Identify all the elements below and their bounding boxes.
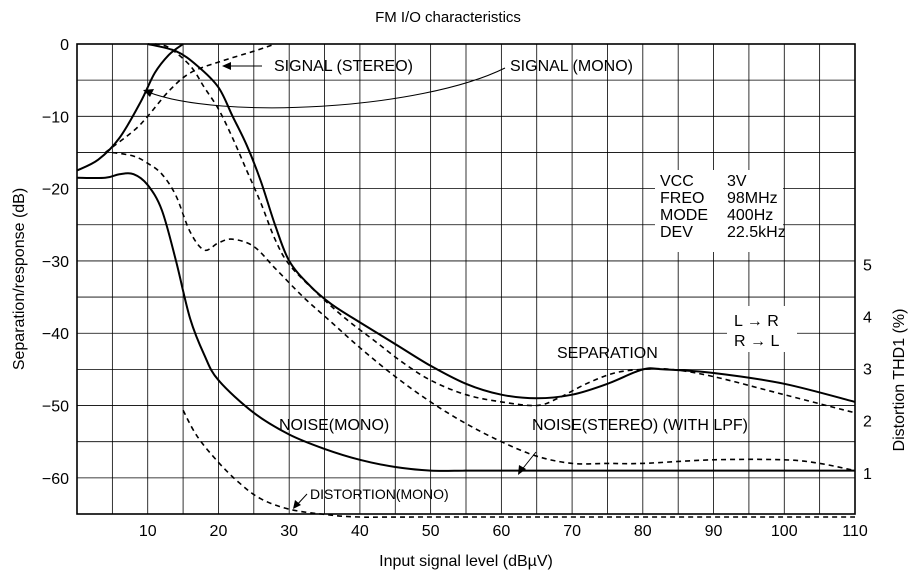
series-line-6 — [182, 409, 855, 519]
arrowhead-signal-mono — [143, 89, 154, 97]
x-tick-label: 60 — [492, 523, 510, 540]
annotation-separation: SEPARATION — [557, 345, 658, 362]
annotation-arrowheads — [143, 62, 526, 509]
series-line-1 — [104, 43, 276, 154]
annotation-noise-stereo: NOISE(STEREO) (WITH LPF) — [532, 417, 748, 434]
condition-value-freq: 98MHz — [727, 190, 778, 207]
condition-value-mode: 400Hz — [727, 207, 773, 224]
annotation-noise-mono: NOISE(MONO) — [279, 417, 389, 434]
annotation-leaders — [147, 65, 537, 508]
grid — [77, 44, 855, 514]
series-line-5 — [112, 151, 856, 472]
y2-tick-label: 3 — [863, 362, 872, 379]
annotation-signal-stereo: SIGNAL (STEREO) — [274, 58, 413, 75]
x-tick-label: 10 — [139, 523, 157, 540]
x-tick-label: 100 — [771, 523, 798, 540]
y-tick-label: −20 — [42, 182, 69, 199]
y-tick-label: −60 — [42, 471, 69, 488]
condition-value-vcc: 3V — [727, 173, 747, 190]
plot-frame — [76, 43, 856, 515]
x-tick-label: 90 — [705, 523, 723, 540]
legend-l-to-r: L → R — [734, 313, 779, 330]
conditions: VCC 3V FREO 98MHz MODE 400Hz DEV 22.5kHz — [660, 173, 786, 241]
y2-tick-labels: 1 2 3 4 5 — [863, 258, 872, 483]
y-tick-label: 0 — [60, 37, 69, 54]
x-tick-label: 110 — [842, 523, 868, 540]
y-tick-label: −10 — [42, 109, 69, 126]
x-tick-label: 20 — [210, 523, 228, 540]
series-lines — [76, 43, 856, 519]
x-tick-label: 70 — [563, 523, 581, 540]
conditions-box — [655, 170, 783, 252]
y2-tick-label: 1 — [863, 466, 872, 483]
legend-r-to-l: R → L — [734, 333, 779, 350]
x-tick-label: 80 — [634, 523, 652, 540]
condition-label-mode: MODE — [660, 207, 708, 224]
annotation-signal-mono: SIGNAL (MONO) — [510, 58, 633, 75]
arrowhead-noise-stereo — [518, 465, 526, 475]
series-line-4 — [76, 172, 855, 472]
x-tick-label: 50 — [422, 523, 440, 540]
condition-label-freq: FREO — [660, 190, 704, 207]
annotation-distortion-mono: DISTORTION(MONO) — [310, 486, 449, 502]
x-tick-label: 30 — [280, 523, 298, 540]
arrowhead-signal-stereo — [222, 62, 231, 70]
y2-axis-label: Distortion THD1 (%) — [891, 309, 908, 452]
y-tick-label: −40 — [42, 326, 69, 343]
y2-tick-label: 2 — [863, 414, 872, 431]
x-axis-label: Input signal level (dBµV) — [379, 553, 553, 570]
condition-label-vcc: VCC — [660, 173, 694, 190]
arrowhead-distortion — [293, 500, 301, 509]
x-tick-labels: 10 20 30 40 50 60 70 80 90 100 110 — [139, 523, 868, 540]
condition-value-dev: 22.5kHz — [727, 224, 786, 241]
leader-signal-mono — [147, 67, 506, 109]
condition-label-dev: DEV — [660, 224, 693, 241]
series-line-0 — [76, 43, 184, 172]
y2-tick-label: 5 — [863, 258, 872, 275]
y2-tick-label: 4 — [863, 310, 872, 327]
y-axis-label: Separation/response (dB) — [11, 188, 28, 370]
x-tick-label: 40 — [351, 523, 369, 540]
y-tick-label: −50 — [42, 399, 69, 416]
separation-legend-box — [727, 306, 797, 352]
y-tick-labels: 0 −10 −20 −30 −40 −50 −60 — [42, 37, 69, 488]
chart-title: FM I/O characteristics — [375, 9, 521, 26]
y-tick-label: −30 — [42, 254, 69, 271]
